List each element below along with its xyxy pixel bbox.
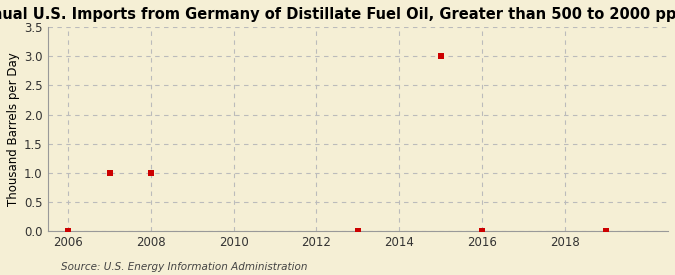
Y-axis label: Thousand Barrels per Day: Thousand Barrels per Day [7,52,20,206]
Point [146,170,157,175]
Point [435,54,446,59]
Title: Annual U.S. Imports from Germany of Distillate Fuel Oil, Greater than 500 to 200: Annual U.S. Imports from Germany of Dist… [0,7,675,22]
Text: Source: U.S. Energy Information Administration: Source: U.S. Energy Information Administ… [61,262,307,272]
Point [477,229,487,233]
Point [352,229,363,233]
Point [601,229,612,233]
Point [104,170,115,175]
Point [63,229,74,233]
